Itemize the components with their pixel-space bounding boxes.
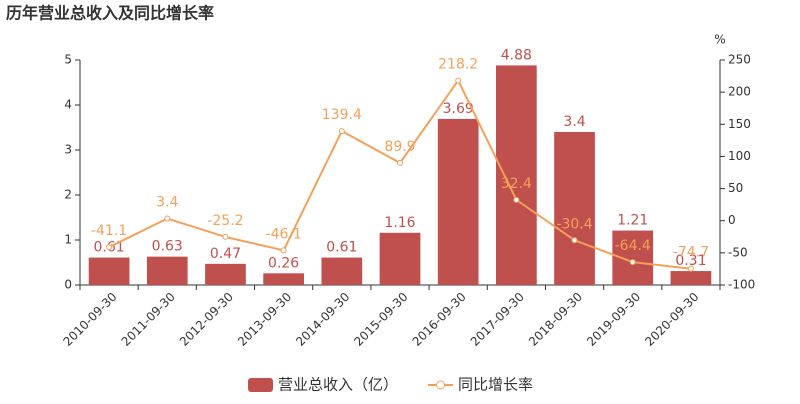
y2-tick-label: -50: [728, 245, 748, 259]
legend-label: 同比增长率: [458, 376, 533, 394]
y2-tick-label: 0: [728, 213, 736, 227]
y2-tick-label: -100: [728, 278, 755, 292]
line-value-label: -25.2: [207, 213, 243, 229]
bar: [263, 273, 304, 285]
line-value-label: -46.1: [266, 226, 302, 242]
y-tick-label: 5: [64, 53, 72, 67]
line-point: [164, 215, 171, 222]
bar: [146, 256, 188, 285]
bar: [496, 65, 537, 286]
bar: [670, 271, 712, 285]
legend-swatch: [248, 378, 273, 392]
line-value-label: -74.7: [673, 245, 709, 261]
bar-value-label: 0.26: [268, 255, 299, 271]
bar-value-label: 0.61: [326, 240, 357, 256]
line-value-label: 3.4: [156, 195, 178, 211]
bar-value-label: 1.16: [384, 215, 415, 231]
line-point: [513, 196, 520, 203]
bar-value-label: 0.47: [210, 246, 241, 262]
y2-tick-label: 150: [728, 117, 751, 131]
bar-value-label: 0.31: [675, 253, 706, 269]
line-value-label: 139.4: [322, 107, 362, 123]
bar-value-label: 4.88: [501, 47, 532, 63]
bar-value-label: 0.63: [152, 239, 183, 255]
line-point: [280, 247, 287, 254]
line-value-label: 218.2: [438, 56, 478, 72]
line-value-label: -64.4: [615, 238, 651, 254]
bar: [205, 263, 246, 285]
y-tick-label: 3: [64, 143, 72, 157]
line-value-label: 89.9: [384, 139, 415, 155]
y2-tick-label: 100: [728, 149, 751, 163]
y2-tick-label: 250: [728, 53, 751, 67]
y2-axis-label: %: [714, 33, 725, 47]
line-point: [106, 244, 113, 251]
bar: [88, 257, 130, 285]
line-value-label: -41.1: [91, 223, 127, 239]
bar-value-label: 3.69: [443, 101, 474, 117]
bar: [437, 118, 479, 285]
line-point: [455, 77, 462, 84]
line-value-label: 32.4: [501, 176, 532, 192]
chart-title: 历年营业总收入及同比增长率: [6, 4, 214, 23]
line-point: [397, 159, 403, 166]
bar-value-label: 3.4: [563, 114, 585, 130]
line-point: [687, 265, 694, 272]
line-value-label: -30.4: [556, 216, 592, 232]
line-point: [222, 233, 229, 240]
legend-swatch-point: [436, 380, 446, 390]
y-tick-label: 2: [64, 188, 72, 202]
bar: [554, 132, 595, 285]
y-tick-label: 4: [64, 98, 72, 112]
y2-tick-label: 200: [728, 85, 751, 99]
legend-label: 营业总收入（亿）: [278, 376, 398, 394]
bar: [321, 257, 363, 285]
y2-tick-label: 50: [728, 181, 743, 195]
y-tick-label: 1: [64, 233, 72, 247]
y-tick-label: 0: [64, 278, 72, 292]
line-point: [629, 259, 636, 266]
line-point: [571, 237, 578, 244]
bar-value-label: 1.21: [617, 213, 648, 229]
line-point: [338, 128, 345, 135]
bar: [379, 232, 421, 285]
